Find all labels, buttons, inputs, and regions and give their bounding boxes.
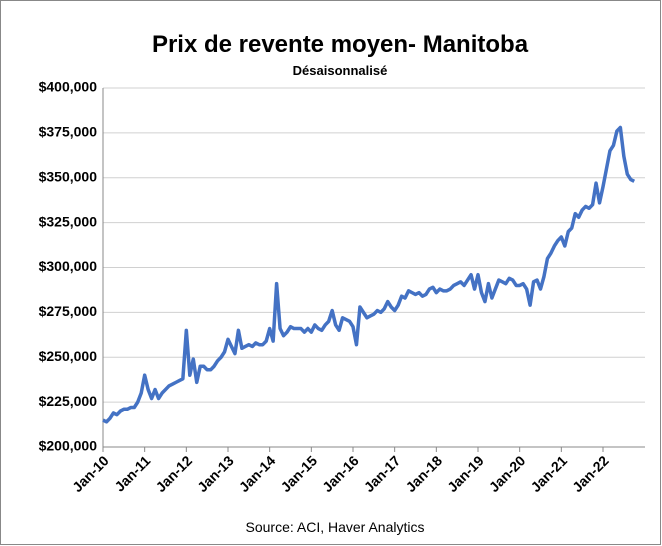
y-tick-label: $350,000 bbox=[39, 168, 98, 184]
y-tick-label: $325,000 bbox=[39, 213, 98, 229]
y-tick-label: $300,000 bbox=[39, 258, 98, 274]
y-tick-label: $200,000 bbox=[39, 438, 98, 454]
source-note: Source: ACI, Haver Analytics bbox=[246, 519, 425, 535]
y-tick-label: $400,000 bbox=[39, 79, 98, 95]
chart-title: Prix de revente moyen- Manitoba bbox=[152, 31, 529, 58]
series-line bbox=[102, 125, 636, 424]
y-tick-label: $375,000 bbox=[39, 124, 98, 140]
y-tick-label: $275,000 bbox=[39, 303, 98, 319]
y-tick-label: $250,000 bbox=[39, 348, 98, 364]
chart-subtitle: Désaisonnalisé bbox=[293, 63, 388, 78]
y-tick-label: $225,000 bbox=[39, 393, 98, 409]
